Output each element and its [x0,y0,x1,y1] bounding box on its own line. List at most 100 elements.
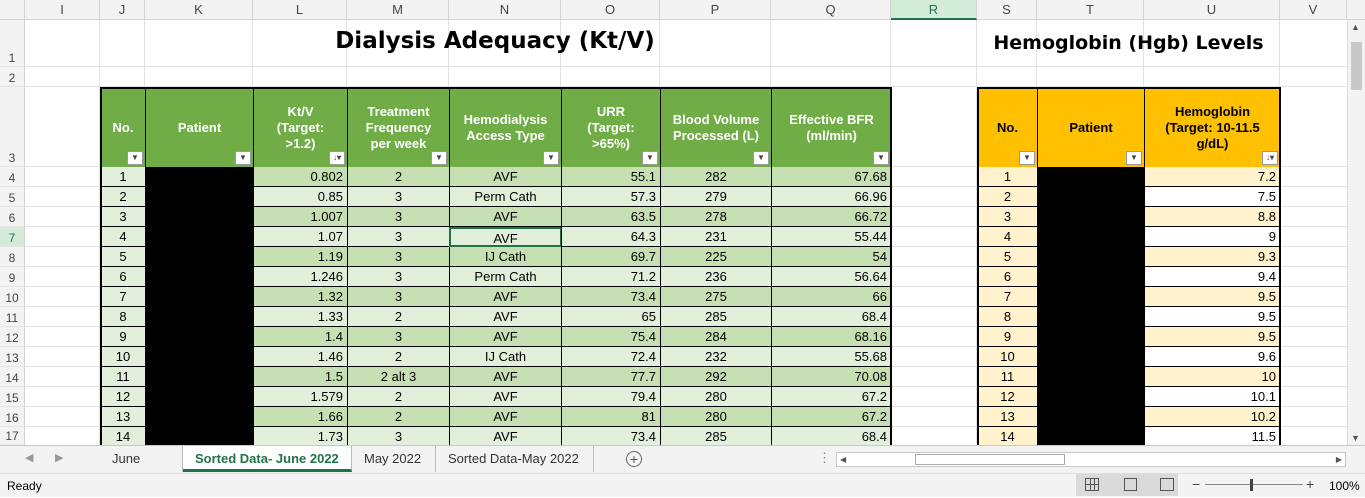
dialysis-cell-no[interactable]: 2 [100,187,146,207]
dialysis-cell-patient[interactable] [145,287,254,307]
dialysis-cell-no[interactable]: 13 [100,407,146,427]
dialysis-cell-urr[interactable]: 73.4 [561,287,661,307]
horizontal-scrollbar[interactable]: ◀ ▶ [836,452,1346,467]
dialysis-cell-no[interactable]: 10 [100,347,146,367]
page-layout-view-icon[interactable] [1124,478,1137,491]
dialysis-cell-urr[interactable]: 65 [561,307,661,327]
row-header-11[interactable]: 11 [0,307,25,327]
column-header-r[interactable]: R [891,0,977,20]
row-header-16[interactable]: 16 [0,407,25,427]
dialysis-cell-blood-volume[interactable]: 231 [660,227,772,247]
dialysis-cell-blood-volume[interactable]: 284 [660,327,772,347]
hemoglobin-cell-no[interactable]: 9 [977,327,1038,347]
hemoglobin-cell-hgb[interactable]: 8.8 [1144,207,1281,227]
dialysis-cell-access-type[interactable]: Perm Cath [449,187,562,207]
dialysis-cell-frequency[interactable]: 2 [347,407,450,427]
filter-dropdown-icon[interactable]: ↓▾ [1262,151,1278,165]
filter-dropdown-icon[interactable]: ↓▾ [329,151,345,165]
dialysis-cell-patient[interactable] [145,227,254,247]
dialysis-cell-blood-volume[interactable]: 280 [660,407,772,427]
row-header-10[interactable]: 10 [0,287,25,307]
filter-dropdown-icon[interactable]: ▼ [1126,151,1142,165]
row-header-4[interactable]: 4 [0,167,25,187]
filter-dropdown-icon[interactable]: ▼ [873,151,889,165]
normal-view-icon[interactable] [1085,478,1099,491]
hemoglobin-cell-hgb[interactable]: 9.5 [1144,307,1281,327]
hemoglobin-cell-no[interactable]: 4 [977,227,1038,247]
more-options-icon[interactable]: ⋮ [818,450,831,465]
dialysis-cell-access-type[interactable]: AVF [449,387,562,407]
column-header-l[interactable]: L [253,0,347,20]
dialysis-cell-blood-volume[interactable]: 280 [660,387,772,407]
page-break-view-icon[interactable] [1160,478,1174,491]
hemoglobin-cell-hgb[interactable]: 10.1 [1144,387,1281,407]
hemoglobin-cell-hgb[interactable]: 9 [1144,227,1281,247]
hemoglobin-cell-hgb[interactable]: 9.6 [1144,347,1281,367]
hemoglobin-cell-patient[interactable] [1037,207,1145,227]
dialysis-cell-access-type[interactable]: AVF [449,207,562,227]
dialysis-cell-access-type[interactable]: AVF [449,407,562,427]
dialysis-cell-blood-volume[interactable]: 278 [660,207,772,227]
dialysis-cell-urr[interactable]: 72.4 [561,347,661,367]
row-header-14[interactable]: 14 [0,367,25,387]
dialysis-cell-urr[interactable]: 73.4 [561,427,661,447]
hscroll-left-icon[interactable]: ◀ [840,455,847,464]
row-header-5[interactable]: 5 [0,187,25,207]
dialysis-cell-blood-volume[interactable]: 225 [660,247,772,267]
row-header-17[interactable]: 17 [0,427,25,445]
filter-dropdown-icon[interactable]: ▼ [543,151,559,165]
hemoglobin-cell-no[interactable]: 7 [977,287,1038,307]
dialysis-cell-bfr[interactable]: 55.44 [771,227,892,247]
dialysis-cell-frequency[interactable]: 2 [347,167,450,187]
dialysis-cell-access-type[interactable]: AVF [449,367,562,387]
hemoglobin-cell-no[interactable]: 6 [977,267,1038,287]
dialysis-cell-ktv[interactable]: 1.5 [253,367,348,387]
zoom-level[interactable]: 100% [1329,479,1360,493]
dialysis-cell-no[interactable]: 6 [100,267,146,287]
zoom-slider[interactable] [1205,484,1303,485]
dialysis-cell-patient[interactable] [145,427,254,447]
dialysis-cell-bfr[interactable]: 54 [771,247,892,267]
select-all-corner[interactable] [0,0,25,20]
hemoglobin-cell-no[interactable]: 12 [977,387,1038,407]
hemoglobin-cell-no[interactable]: 5 [977,247,1038,267]
dialysis-cell-blood-volume[interactable]: 282 [660,167,772,187]
column-header-o[interactable]: O [561,0,660,20]
dialysis-cell-bfr[interactable]: 68.16 [771,327,892,347]
dialysis-cell-no[interactable]: 5 [100,247,146,267]
dialysis-cell-bfr[interactable]: 70.08 [771,367,892,387]
hemoglobin-cell-no[interactable]: 14 [977,427,1038,447]
dialysis-cell-access-type[interactable]: AVF [449,307,562,327]
dialysis-cell-no[interactable]: 3 [100,207,146,227]
dialysis-cell-ktv[interactable]: 1.007 [253,207,348,227]
hemoglobin-cell-patient[interactable] [1037,167,1145,187]
row-header-12[interactable]: 12 [0,327,25,347]
column-header-n[interactable]: N [449,0,561,20]
dialysis-cell-patient[interactable] [145,307,254,327]
dialysis-cell-no[interactable]: 4 [100,227,146,247]
dialysis-cell-bfr[interactable]: 68.4 [771,427,892,447]
hemoglobin-cell-patient[interactable] [1037,407,1145,427]
dialysis-cell-blood-volume[interactable]: 236 [660,267,772,287]
hemoglobin-cell-patient[interactable] [1037,227,1145,247]
tab-sheet-1[interactable]: June 2022 [100,446,183,492]
dialysis-cell-no[interactable]: 14 [100,427,146,447]
dialysis-cell-no[interactable]: 12 [100,387,146,407]
dialysis-cell-frequency[interactable]: 3 [347,187,450,207]
dialysis-cell-ktv[interactable]: 1.579 [253,387,348,407]
dialysis-cell-ktv[interactable]: 1.19 [253,247,348,267]
column-header-u[interactable]: U [1144,0,1280,20]
dialysis-cell-bfr[interactable]: 55.68 [771,347,892,367]
row-header-6[interactable]: 6 [0,207,25,227]
dialysis-cell-no[interactable]: 9 [100,327,146,347]
filter-dropdown-icon[interactable]: ▼ [235,151,251,165]
dialysis-cell-urr[interactable]: 77.7 [561,367,661,387]
hemoglobin-cell-hgb[interactable]: 9.5 [1144,287,1281,307]
dialysis-cell-access-type[interactable]: AVF [449,167,562,187]
column-header-s[interactable]: S [977,0,1037,20]
dialysis-cell-urr[interactable]: 79.4 [561,387,661,407]
dialysis-cell-ktv[interactable]: 1.32 [253,287,348,307]
dialysis-cell-patient[interactable] [145,167,254,187]
dialysis-cell-patient[interactable] [145,187,254,207]
hemoglobin-cell-no[interactable]: 8 [977,307,1038,327]
